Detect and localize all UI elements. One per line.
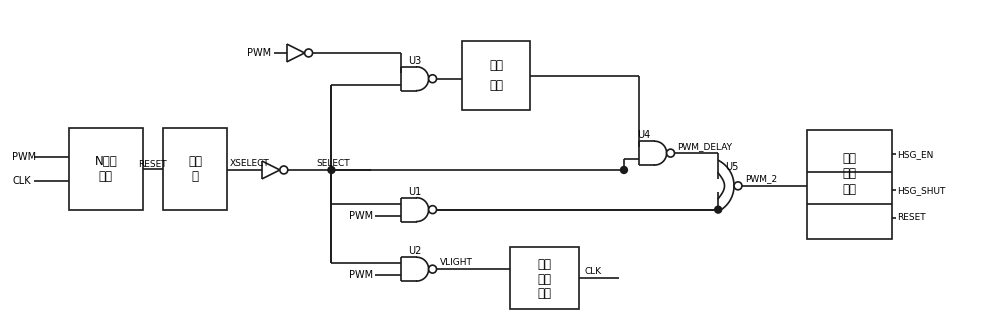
Text: CLK: CLK [584,267,601,276]
Text: XSELECT: XSELECT [229,158,269,168]
Bar [163,128,227,209]
Text: 数器: 数器 [99,170,113,183]
Text: RESET: RESET [897,213,925,222]
Text: U1: U1 [408,187,421,197]
Text: CLK: CLK [12,176,31,186]
Circle shape [667,149,675,157]
Circle shape [715,206,722,213]
Bar [510,247,579,309]
Text: 器: 器 [192,170,199,183]
Circle shape [620,166,627,173]
Text: SELECT: SELECT [317,158,350,168]
Text: 单元: 单元 [489,79,503,92]
Text: U3: U3 [408,56,421,66]
Text: VLIGHT: VLIGHT [440,258,472,267]
Circle shape [429,206,437,213]
Text: PWM: PWM [12,152,36,162]
Circle shape [429,75,437,83]
Circle shape [280,166,288,174]
Circle shape [305,49,313,57]
Text: RESET: RESET [139,159,167,169]
Text: PWM: PWM [349,210,373,220]
Text: PWM: PWM [247,48,271,58]
Text: PWM_2: PWM_2 [745,174,777,183]
Text: 逻辑: 逻辑 [843,183,857,196]
Bar [807,130,892,239]
Text: PWM: PWM [349,270,373,280]
Circle shape [734,182,742,190]
Text: 时钟: 时钟 [538,258,552,271]
Text: PWM_DELAY: PWM_DELAY [678,142,733,151]
Text: 延迟: 延迟 [489,59,503,72]
Text: HSG_EN: HSG_EN [897,150,933,159]
Bar [462,41,530,111]
Circle shape [429,265,437,273]
Text: 产生: 产生 [538,273,552,286]
Text: 开关: 开关 [843,152,857,165]
Bar [69,128,143,209]
Text: U4: U4 [637,130,650,140]
Text: HSG_SHUT: HSG_SHUT [897,186,945,195]
Text: 电路: 电路 [538,288,552,300]
Text: N位计: N位计 [94,154,117,168]
Text: U2: U2 [408,246,421,256]
Text: 触发: 触发 [188,154,202,168]
Text: U5: U5 [725,162,739,172]
Text: 控制: 控制 [843,167,857,180]
Circle shape [328,166,335,173]
